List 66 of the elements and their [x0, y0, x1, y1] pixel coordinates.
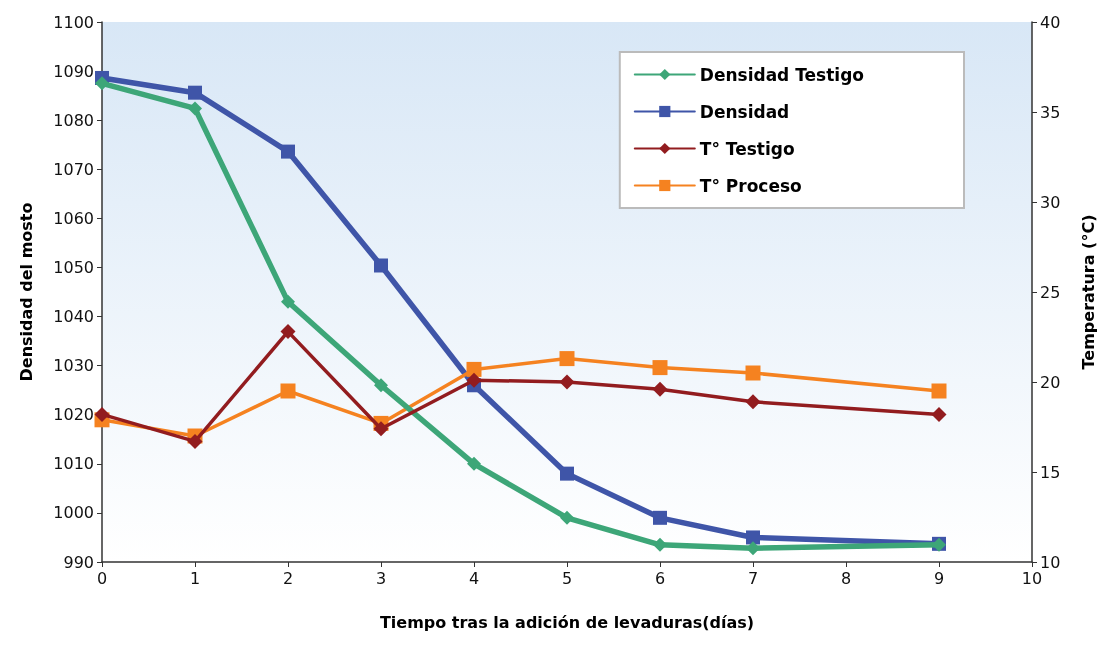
- y-tick-label: 1000: [53, 503, 94, 523]
- y-tick-label: 1070: [53, 159, 94, 179]
- point: [466, 361, 482, 377]
- point: [746, 530, 760, 545]
- y2-tick-label: 10: [1040, 552, 1061, 572]
- legend-label: T° Proceso: [699, 175, 802, 196]
- y-tick-label: 1010: [53, 454, 94, 474]
- point: [95, 76, 109, 91]
- x-tick-label: 0: [96, 568, 108, 588]
- point: [560, 510, 574, 525]
- x-tick-label: 4: [468, 568, 480, 588]
- point: [560, 466, 574, 481]
- x-tick-label: 1: [189, 568, 201, 588]
- x-tick-label: 7: [747, 568, 759, 588]
- point: [187, 433, 203, 449]
- x-axis-title: Tiempo tras la adición de levaduras(días): [379, 612, 755, 632]
- y-tick-label: 1030: [53, 356, 94, 376]
- x-tick-label: 6: [654, 568, 666, 588]
- point: [559, 351, 575, 367]
- x-tick-label: 10: [1021, 568, 1043, 588]
- point: [467, 456, 481, 471]
- legend-label: T° Testigo: [699, 138, 795, 159]
- y-tick-label: 1050: [53, 257, 94, 277]
- point: [746, 541, 760, 556]
- y-tick-label: 1020: [53, 405, 94, 425]
- y2-tick-label: 35: [1040, 102, 1061, 122]
- y-tick-label: 1100: [53, 12, 94, 32]
- point: [188, 101, 202, 116]
- point: [281, 144, 295, 159]
- y-axis-title: Densidad del mosto: [16, 202, 36, 382]
- y-tick-label: 1060: [53, 208, 94, 228]
- y-tick-label: 1040: [53, 307, 94, 327]
- y2-tick-label: 25: [1040, 282, 1061, 302]
- legend-label: Densidad Testigo: [699, 64, 865, 85]
- point: [281, 294, 295, 309]
- point: [373, 421, 389, 437]
- x-tick-label: 8: [840, 568, 852, 588]
- legend-label: Densidad: [699, 101, 790, 122]
- point: [931, 383, 947, 399]
- point: [652, 360, 668, 376]
- point: [280, 324, 296, 340]
- y2-axis-title: Temperatura (°C): [1078, 214, 1098, 370]
- point: [94, 406, 110, 422]
- x-tick-label: 9: [933, 568, 945, 588]
- point: [559, 374, 575, 390]
- point: [466, 372, 482, 388]
- point: [745, 394, 761, 410]
- point: [652, 381, 668, 397]
- point: [653, 537, 667, 552]
- point: [931, 406, 947, 422]
- y-tick-label: 1080: [53, 110, 94, 130]
- point: [280, 383, 296, 399]
- x-tick-label: 3: [375, 568, 387, 588]
- x-tick-label: 2: [282, 568, 294, 588]
- y2-tick-label: 30: [1040, 192, 1061, 212]
- point: [745, 365, 761, 381]
- x-tick-label: 5: [561, 568, 573, 588]
- y-tick-label: 1090: [53, 61, 94, 81]
- point: [188, 85, 202, 100]
- y2-tick-label: 20: [1040, 372, 1061, 392]
- point: [374, 378, 388, 393]
- point: [374, 258, 388, 273]
- point: [653, 510, 667, 525]
- y2-tick-label: 15: [1040, 462, 1061, 482]
- y-tick-label: 990: [63, 552, 94, 572]
- y2-tick-label: 40: [1040, 12, 1061, 32]
